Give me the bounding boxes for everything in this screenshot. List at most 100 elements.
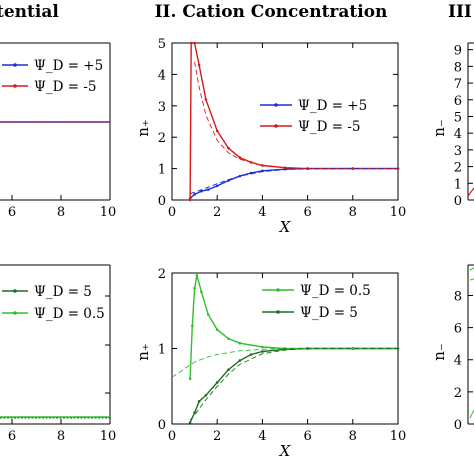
legend-marker <box>276 288 280 292</box>
legend-marker <box>13 63 17 67</box>
series-group <box>188 41 400 202</box>
legend-marker <box>13 289 17 293</box>
y-tick-label: 1 <box>158 163 166 178</box>
header-cation-concentration: II. Cation Concentration <box>155 2 388 22</box>
data-point <box>204 394 208 397</box>
data-point <box>227 146 230 150</box>
y-tick-label: 4 <box>158 68 166 83</box>
data-point <box>215 381 219 384</box>
legend: Ψ_D = 0.5 Ψ_D = 5 <box>262 283 371 321</box>
data-point <box>215 328 219 331</box>
y-tick-label: 1 <box>158 343 166 358</box>
data-point <box>249 353 253 356</box>
y-tick-label: 2 <box>158 267 166 282</box>
x-tick-label: 2 <box>213 205 221 220</box>
y-axis-label: n₊ <box>134 343 152 361</box>
data-point <box>188 198 192 202</box>
x-tick-label: 8 <box>57 205 65 220</box>
data-point <box>261 164 264 167</box>
legend-label: Ψ_D = 0.5 <box>300 283 371 299</box>
legend-marker <box>274 103 278 107</box>
plot-top-middle: n₊ X 0 1 2 3 4 5 0 2 4 6 8 10 Ψ_D = +5 Ψ_D = -5 <box>134 37 406 236</box>
data-point <box>238 156 242 159</box>
x-tick-label: 6 <box>8 429 16 444</box>
x-tick-label: 6 <box>8 205 16 220</box>
x-tick-label: 10 <box>100 429 117 444</box>
legend-label: Ψ_D = -5 <box>298 119 360 135</box>
y-tick-label: 3 <box>454 144 462 159</box>
x-tick-label: 6 <box>303 205 311 220</box>
y-tick-label: 4 <box>454 127 462 142</box>
y-tick-label: 9 <box>454 44 462 59</box>
y-tick-label: 0 <box>158 418 166 433</box>
legend-label: Ψ_D = +5 <box>298 98 367 114</box>
data-point <box>238 341 242 345</box>
y-axis-label: n₋ <box>430 343 448 361</box>
data-point <box>204 98 208 101</box>
data-point <box>261 345 264 349</box>
data-point <box>206 313 210 316</box>
series-line <box>189 347 398 423</box>
plot-frame <box>171 42 399 201</box>
data-point <box>215 184 219 188</box>
x-tick-label: 0 <box>168 205 176 220</box>
series-line <box>189 168 398 195</box>
legend: Ψ_D = +5 Ψ_D = -5 <box>260 98 367 135</box>
series-group <box>171 273 400 424</box>
y-tick-label: 1 <box>454 177 462 192</box>
y-tick-label: 5 <box>454 110 462 125</box>
legend-label: Ψ_D = 0.5 <box>34 306 105 322</box>
y-tick-label: 4 <box>454 354 462 369</box>
y-tick-label: 7 <box>454 77 462 92</box>
data-point <box>197 63 201 67</box>
x-tick-label: 4 <box>258 205 266 220</box>
y-tick-label: 6 <box>454 322 462 337</box>
x-ticks: 0 2 4 6 8 10 <box>168 43 406 220</box>
y-axis-label: n₋ <box>430 119 448 137</box>
data-point <box>215 129 219 133</box>
data-point <box>189 41 193 45</box>
x-ticks: 6 8 10 <box>8 195 116 220</box>
x-tick-label: 8 <box>349 429 357 444</box>
data-point <box>227 337 230 340</box>
data-point <box>238 359 242 362</box>
data-point <box>261 350 264 353</box>
y-axis-label: n₊ <box>134 119 152 137</box>
legend-marker <box>274 124 278 128</box>
x-tick-label: 8 <box>57 429 65 444</box>
plot-top-left: Ψ_D = +5 Ψ_D = -5 6 8 10 <box>0 42 116 220</box>
data-point <box>197 400 201 403</box>
y-ticks: 0 1 2 3 4 5 <box>158 37 398 209</box>
data-point <box>188 377 192 381</box>
legend-marker <box>276 310 280 314</box>
header-anion-fragment: III <box>448 2 472 22</box>
data-point <box>193 286 196 290</box>
y-tick-label: 3 <box>158 100 166 115</box>
data-point <box>283 166 287 169</box>
plot-bottom-left: Ψ_D = 5 Ψ_D = 0.5 6 8 10 <box>0 264 117 444</box>
y-tick-label: 2 <box>158 131 166 146</box>
x-tick-label: 6 <box>303 429 311 444</box>
y-tick-label: 0 <box>158 194 166 209</box>
series-line <box>189 167 398 199</box>
data-point <box>188 421 192 424</box>
y-tick-label: 0 <box>454 418 462 433</box>
plot-bottom-middle: n₊ X 0 1 2 0 2 4 6 8 10 Ψ_D = 0.5 Ψ_D = 5 <box>134 267 406 460</box>
y-ticks: 0 2 4 6 8 <box>454 289 473 433</box>
y-tick-label: 2 <box>454 386 462 401</box>
plot-bottom-right: n₋ 0 2 4 6 8 <box>430 264 474 433</box>
x-axis-label: X <box>279 218 292 236</box>
x-tick-label: 10 <box>100 205 117 220</box>
y-tick-label: 6 <box>454 94 462 109</box>
data-point <box>191 324 194 328</box>
x-axis-label: X <box>279 442 292 460</box>
y-tick-label: 2 <box>454 161 462 176</box>
x-tick-label: 4 <box>258 429 266 444</box>
series-line <box>194 61 398 170</box>
data-point <box>193 41 196 45</box>
data-point <box>200 290 203 294</box>
x-tick-label: 8 <box>349 205 357 220</box>
legend-marker <box>13 84 17 88</box>
legend-label: Ψ_D = 5 <box>300 305 358 321</box>
